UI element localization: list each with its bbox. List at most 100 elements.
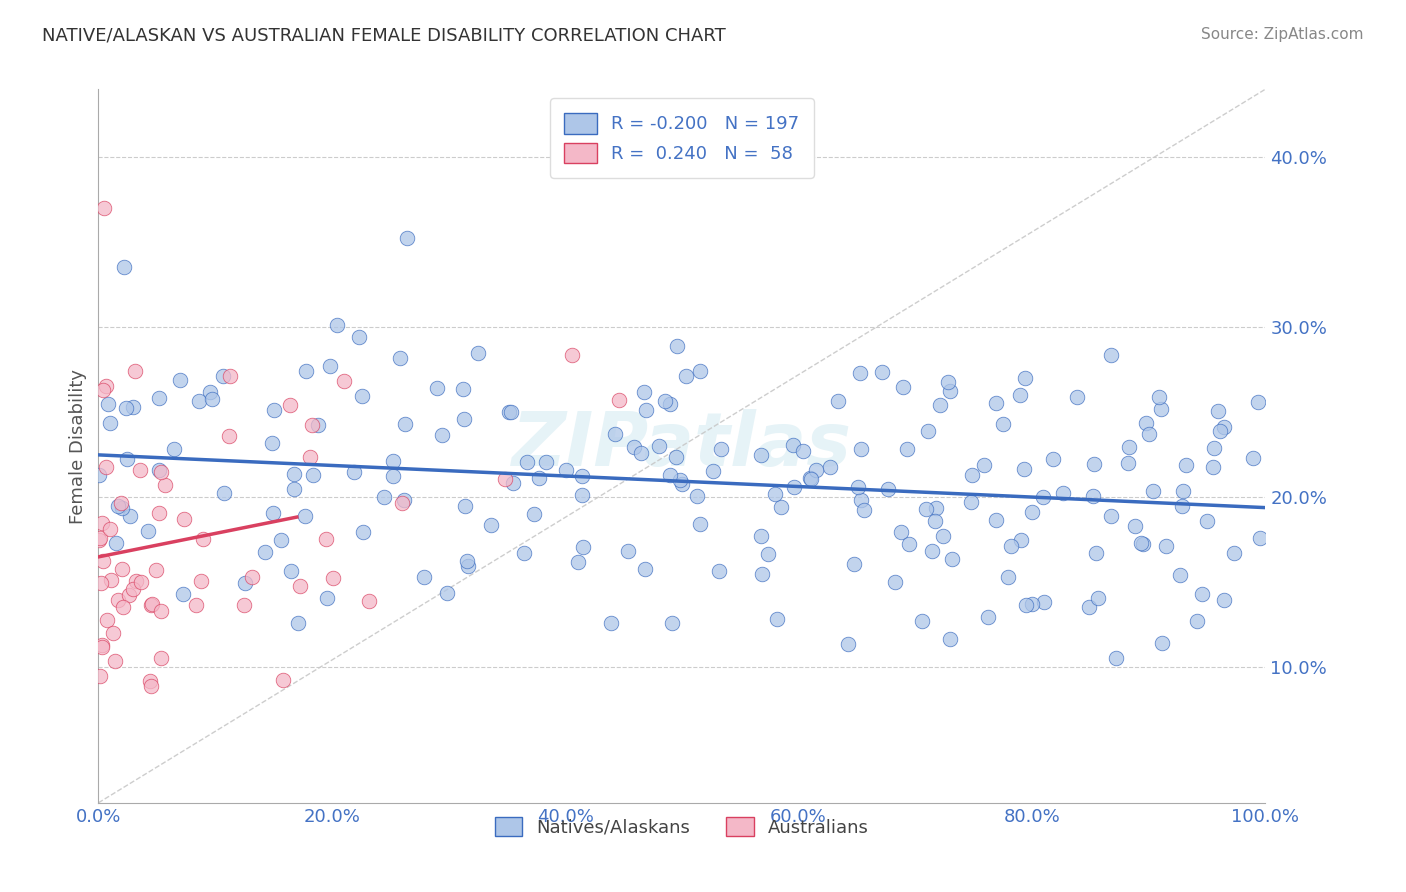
Point	[671, 476, 693, 491]
Point	[193, 533, 215, 547]
Point	[633, 384, 655, 399]
Point	[571, 469, 593, 483]
Point	[1008, 388, 1031, 402]
Point	[91, 554, 114, 568]
Point	[103, 625, 125, 640]
Point	[1135, 417, 1157, 431]
Point	[98, 416, 121, 430]
Point	[872, 365, 894, 379]
Point	[523, 507, 546, 521]
Point	[499, 405, 522, 419]
Point	[818, 459, 841, 474]
Point	[623, 440, 645, 454]
Point	[849, 492, 872, 507]
Point	[190, 574, 212, 589]
Point	[984, 513, 1007, 527]
Point	[129, 574, 152, 589]
Point	[1083, 457, 1105, 471]
Point	[997, 570, 1019, 584]
Point	[984, 395, 1007, 409]
Point	[129, 463, 152, 477]
Point	[1185, 614, 1208, 628]
Point	[294, 508, 316, 523]
Point	[233, 575, 256, 590]
Point	[1000, 539, 1022, 553]
Point	[139, 680, 162, 694]
Point	[766, 612, 789, 626]
Point	[648, 439, 671, 453]
Point	[1032, 594, 1054, 608]
Point	[270, 533, 292, 547]
Point	[567, 555, 589, 569]
Point	[319, 359, 342, 373]
Point	[1150, 636, 1173, 650]
Point	[513, 545, 536, 559]
Point	[357, 594, 380, 608]
Point	[426, 381, 449, 395]
Point	[173, 512, 195, 526]
Point	[1066, 390, 1088, 404]
Point	[1099, 508, 1122, 523]
Point	[457, 559, 479, 574]
Point	[271, 673, 294, 687]
Point	[212, 485, 235, 500]
Point	[1132, 537, 1154, 551]
Point	[184, 598, 207, 612]
Point	[87, 533, 110, 547]
Point	[145, 563, 167, 577]
Point	[138, 674, 160, 689]
Point	[842, 557, 865, 571]
Point	[665, 339, 688, 353]
Y-axis label: Female Disability: Female Disability	[69, 368, 87, 524]
Point	[1147, 390, 1170, 404]
Point	[689, 516, 711, 531]
Point	[1105, 651, 1128, 665]
Point	[315, 532, 337, 546]
Point	[494, 472, 516, 486]
Point	[661, 615, 683, 630]
Text: ZIPatlas: ZIPatlas	[512, 409, 852, 483]
Point	[169, 373, 191, 387]
Point	[280, 564, 302, 578]
Point	[1014, 371, 1036, 385]
Point	[1052, 486, 1074, 500]
Point	[806, 463, 828, 477]
Point	[105, 536, 128, 550]
Point	[395, 231, 418, 245]
Point	[924, 500, 946, 515]
Point	[87, 467, 110, 482]
Point	[924, 514, 946, 528]
Point	[350, 389, 373, 403]
Point	[122, 401, 145, 415]
Point	[139, 598, 162, 612]
Point	[890, 524, 912, 539]
Point	[686, 490, 709, 504]
Point	[150, 651, 173, 665]
Point	[939, 384, 962, 399]
Point	[153, 477, 176, 491]
Point	[219, 369, 242, 384]
Point	[307, 417, 329, 432]
Point	[1195, 514, 1218, 528]
Point	[148, 463, 170, 477]
Point	[136, 524, 159, 538]
Point	[118, 588, 141, 602]
Point	[211, 369, 233, 384]
Point	[939, 632, 962, 646]
Point	[799, 471, 821, 485]
Point	[782, 438, 804, 452]
Point	[702, 464, 724, 478]
Point	[675, 368, 697, 383]
Point	[749, 529, 772, 543]
Point	[1012, 462, 1035, 476]
Point	[263, 403, 285, 417]
Point	[634, 403, 657, 417]
Point	[107, 499, 129, 513]
Point	[149, 604, 172, 618]
Point	[536, 455, 558, 469]
Point	[991, 417, 1014, 431]
Point	[849, 442, 872, 456]
Point	[1014, 598, 1036, 612]
Point	[1191, 587, 1213, 601]
Point	[600, 615, 623, 630]
